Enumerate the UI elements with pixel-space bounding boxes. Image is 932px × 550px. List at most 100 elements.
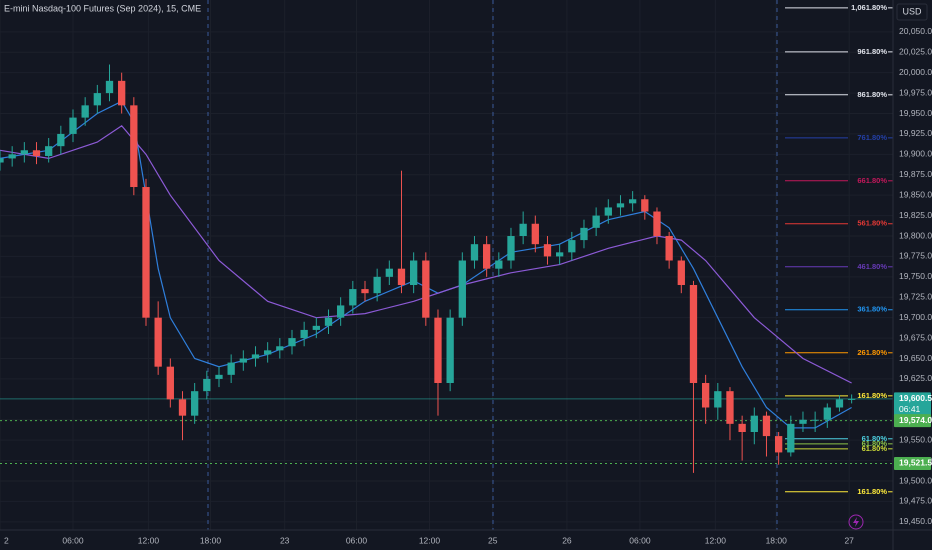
candle-body [410,260,418,286]
fib-label: 161.80% [857,391,887,400]
candle-body [373,276,381,294]
candle-body [799,419,807,424]
y-tick-label: 19,950.00 [899,108,932,118]
candle-body [847,398,856,400]
candle-body [32,150,41,156]
candle-body [519,223,527,237]
candle-body [434,317,442,384]
plot-area: 1,061.80% 961.80% 861.80% 761.80% 661.80% 561… [0,3,893,496]
candle-body [823,407,831,420]
candle-body [215,374,223,379]
axes: 19,450.0019,475.0019,500.0019,525.0019,5… [4,26,932,545]
y-tick-label: 19,500.00 [899,475,932,485]
y-tick-label: 19,475.00 [899,496,932,506]
x-tick-label: 06:00 [629,535,651,545]
candle-body [178,399,187,416]
x-tick-label: 12:00 [138,535,160,545]
candle-body [288,338,296,347]
fib-label: 661.80% [857,176,887,185]
candle-body [166,366,174,400]
candle-body [105,80,114,94]
candle-body [45,146,53,156]
candle-body [227,362,235,375]
x-tick-label: 27 [844,535,854,545]
candle-body [251,354,260,359]
x-tick-label: 18:00 [200,535,222,545]
candle-body [118,80,126,106]
candle-body [324,317,333,326]
candle-body [531,223,539,245]
candle-body [592,215,600,228]
candle-body [677,260,685,286]
candle-body [130,105,138,188]
y-tick-label: 19,750.00 [899,271,932,281]
candle-body [349,289,357,306]
candle-body [276,346,284,351]
candle-body [568,240,576,253]
candle-body [787,423,795,453]
candle-body [446,317,454,384]
fib-label: 761.80% [857,133,887,142]
y-tick-label: 20,050.00 [899,26,932,36]
candle-body [628,199,637,204]
y-tick-label: 19,550.00 [899,434,932,444]
candle-body [604,207,612,216]
candle-body [641,199,649,212]
candle-body [555,252,564,257]
price-tag [894,414,931,428]
y-tick-label: 19,900.00 [899,149,932,159]
x-tick-label: 12:00 [705,535,727,545]
x-tick-label: 23 [280,535,290,545]
fib-label: 461.80% [857,262,887,271]
y-tick-label: 19,725.00 [899,292,932,302]
fib-label: 861.80% [857,90,887,99]
candle-body [616,203,625,208]
candle-body [714,391,722,408]
candle-body [8,154,16,159]
y-tick-label: 19,800.00 [899,230,932,240]
candle-body [762,415,771,437]
alert-icon[interactable] [848,514,864,530]
candle-body [665,236,673,261]
candle-body [458,260,466,318]
candle-body [0,158,4,163]
candle-body [361,289,369,294]
price-tag [894,456,931,470]
candle-body [142,187,150,318]
fib-label: 361.80% [857,305,887,314]
candle-body [470,244,479,261]
price-tag [894,392,931,417]
candle-body [81,105,89,118]
candle-body [57,133,65,147]
y-tick-label: 19,925.00 [899,128,932,138]
candle-body [239,358,247,363]
candle-body [580,227,588,241]
candle-body [312,325,320,330]
y-tick-label: 19,450.00 [899,516,932,526]
fib-label: 1,061.80% [851,3,887,12]
y-tick-label: 19,625.00 [899,373,932,383]
candle-body [701,383,710,408]
candle-body [726,391,734,424]
candle-body [689,285,698,384]
candle-body [69,117,77,134]
candle-body [337,305,345,318]
candle-body [422,260,430,318]
x-tick-label: 2 [4,535,9,545]
fib-label: 961.80% [857,47,887,56]
moving-average [0,125,852,384]
fib-label: 61.80% [862,434,888,443]
candle-body [300,329,308,339]
fib-label: 561.80% [857,219,887,228]
fib-label: 61.80% [862,444,888,453]
currency-box[interactable] [896,3,928,21]
fib-label: 261.80% [857,348,887,357]
candle-body [835,399,844,408]
x-tick-label: 18:00 [766,535,788,545]
candle-body [811,419,819,421]
price-tag-label: 19,574.00 [899,415,932,425]
candle-body [653,211,661,237]
candle-body [482,244,491,269]
candle-body [774,436,783,453]
